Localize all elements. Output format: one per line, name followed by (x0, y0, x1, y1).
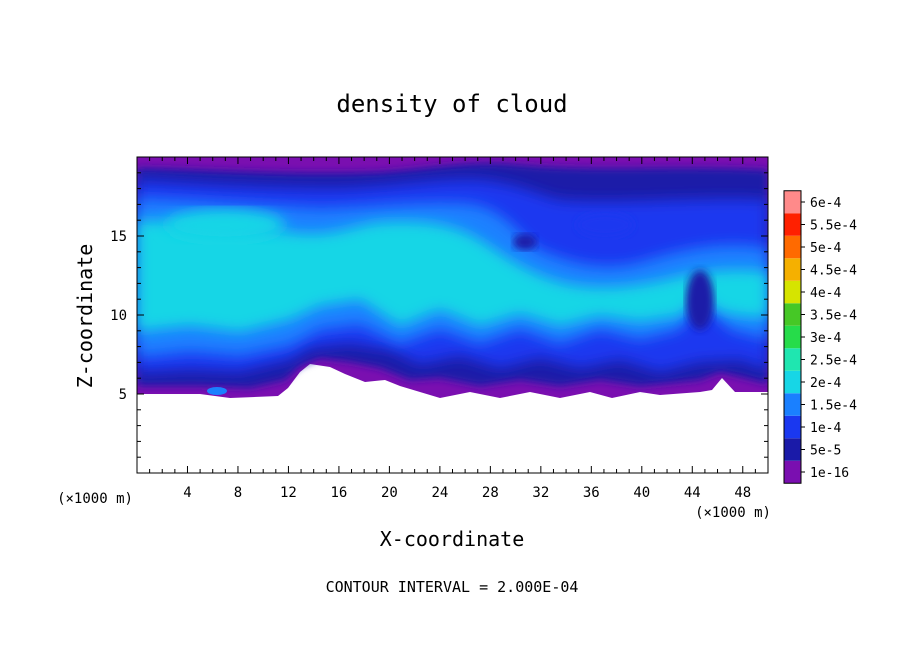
x-tick-label: 48 (734, 485, 751, 501)
x-tick-label: 36 (583, 485, 600, 501)
colorbar-swatch (784, 280, 801, 304)
colorbar-swatch (784, 235, 801, 259)
cloud-eddy-mid (577, 213, 633, 237)
colorbar-label: 4.5e-4 (810, 264, 857, 279)
colorbar-label: 1e-16 (810, 466, 849, 481)
colorbar-swatch (784, 190, 801, 214)
cloud-speck (207, 387, 227, 395)
x-tick-label: 24 (431, 485, 448, 501)
y-tick-label: 5 (119, 387, 127, 403)
cloud-eddy-dark-right (686, 270, 714, 330)
colorbar-label: 2.5e-4 (810, 354, 857, 369)
colorbar-label: 1e-4 (810, 421, 841, 436)
colorbar-swatch (784, 348, 801, 371)
y-axis-ticks: 5 10 15 (110, 172, 768, 458)
colorbar-frame (783, 190, 802, 484)
x-tick-label: 28 (482, 485, 499, 501)
x-axis-label: X-coordinate (380, 527, 525, 551)
x-tick-label: 32 (532, 485, 549, 501)
colorbar-label: 6e-4 (810, 196, 841, 211)
colorbar-label: 4e-4 (810, 286, 841, 301)
x-tick-label: 44 (684, 485, 701, 501)
colorbar-swatch (784, 325, 801, 349)
colorbar-label: 3.5e-4 (810, 309, 857, 324)
cloud-eddy-dark (513, 234, 537, 250)
colorbar-label: 2e-4 (810, 376, 841, 391)
colorbar-swatch (784, 438, 801, 461)
colorbar-swatch (784, 258, 801, 281)
colorbar-swatch (784, 393, 801, 416)
colorbar-label: 1.5e-4 (810, 399, 857, 414)
chart-title: density of cloud (336, 90, 567, 118)
x-tick-label: 4 (183, 485, 191, 501)
y-axis-label: Z-coordinate (73, 244, 97, 389)
y-tick-label: 15 (110, 229, 127, 245)
colorbar-swatch (784, 415, 801, 439)
x-tick-label: 20 (381, 485, 398, 501)
x-unit-label-left: (×1000 m) (57, 491, 133, 507)
cloud-core-upper-left (165, 209, 285, 241)
x-unit-label-right: (×1000 m) (695, 505, 771, 521)
colorbar: 1e-16 5e-5 1e-4 1.5e-4 2e-4 2.5e-4 3e-4 3.5e-4 4… (783, 190, 857, 484)
x-tick-label: 40 (633, 485, 650, 501)
x-tick-label: 8 (234, 485, 242, 501)
colorbar-label: 5e-5 (810, 444, 841, 459)
plot-area (137, 157, 768, 473)
y-tick-label: 10 (110, 308, 127, 324)
x-tick-label: 12 (280, 485, 297, 501)
cloud-band-cyan (137, 220, 768, 332)
x-tick-label: 16 (330, 485, 347, 501)
colorbar-label: 5e-4 (810, 241, 841, 256)
x-axis-ticks: 4 8 12 16 20 24 28 32 36 40 44 48 (149, 157, 756, 501)
cloud-field (137, 157, 768, 398)
contour-interval-note: CONTOUR INTERVAL = 2.000E-04 (326, 578, 579, 596)
colorbar-swatch (784, 213, 801, 236)
colorbar-swatch (784, 460, 801, 484)
colorbar-label: 5.5e-4 (810, 219, 857, 234)
colorbar-swatch (784, 370, 801, 394)
colorbar-swatch (784, 303, 801, 326)
colorbar-label: 3e-4 (810, 331, 841, 346)
